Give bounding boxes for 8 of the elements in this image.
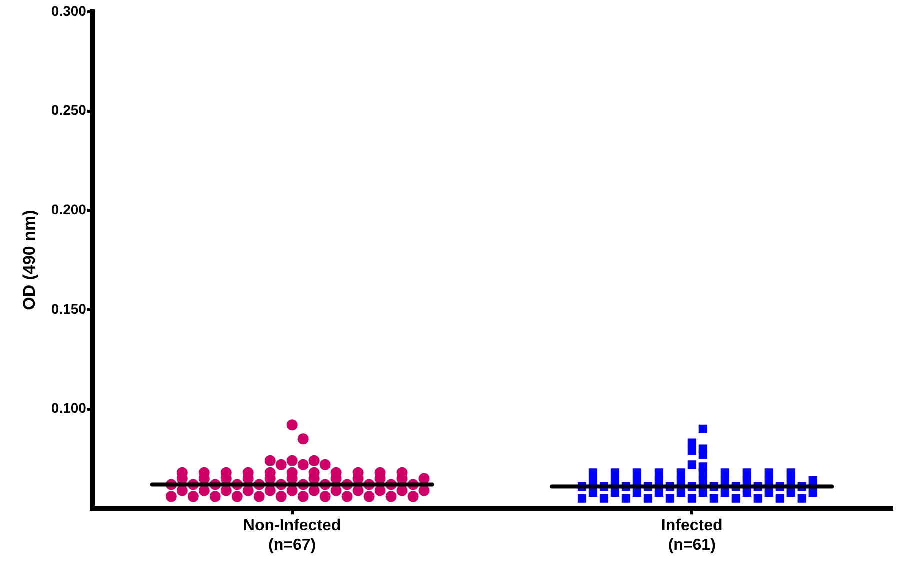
x-tick-label: Infected (n=61)	[661, 518, 723, 554]
y-tick-label: 0.250	[51, 102, 87, 118]
x-tick-label: Non-Infected (n=67)	[243, 518, 342, 554]
y-tick-label: 0.200	[51, 202, 87, 218]
y-tick-label: 0.100	[51, 400, 87, 416]
y-axis-title: OD (490 nm)	[20, 210, 39, 310]
y-tick-label: 0.300	[51, 2, 87, 19]
y-tick-label: 0.150	[51, 300, 87, 317]
